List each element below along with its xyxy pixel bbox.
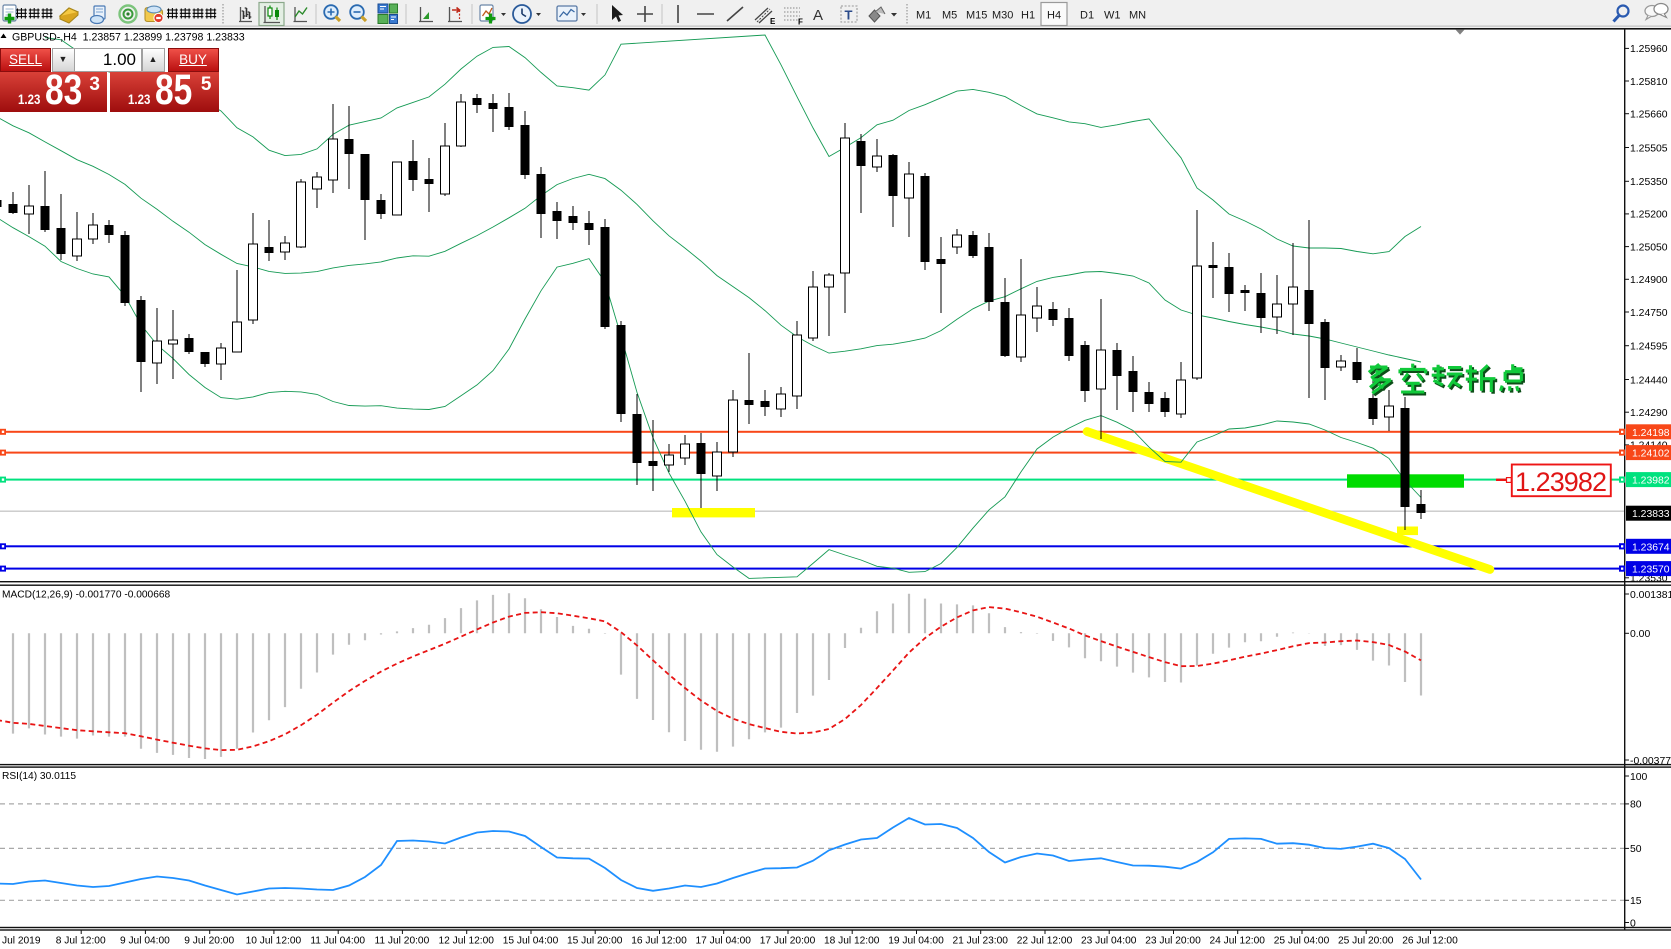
svg-text:100: 100 xyxy=(1630,772,1648,783)
svg-text:9 Jul 04:00: 9 Jul 04:00 xyxy=(120,936,170,947)
svg-text:1.23833: 1.23833 xyxy=(1632,509,1670,520)
svg-text:1.24102: 1.24102 xyxy=(1632,449,1670,460)
svg-text:1.25810: 1.25810 xyxy=(1630,77,1668,88)
svg-text:GBPUSD-,H4 1.23857 1.23899 1.: GBPUSD-,H4 1.23857 1.23899 1.23798 1.238… xyxy=(12,32,245,44)
svg-text:26 Jul 12:00: 26 Jul 12:00 xyxy=(1402,936,1458,947)
svg-text:1.23530: 1.23530 xyxy=(1630,574,1668,585)
svg-text:15 Jul 20:00: 15 Jul 20:00 xyxy=(567,936,623,947)
svg-text:12 Jul 12:00: 12 Jul 12:00 xyxy=(438,936,494,947)
svg-text:F: F xyxy=(798,18,803,27)
svg-text:1.24290: 1.24290 xyxy=(1630,408,1668,419)
svg-text:1.24595: 1.24595 xyxy=(1630,342,1668,353)
svg-text:8 Jul 12:00: 8 Jul 12:00 xyxy=(56,936,106,947)
svg-text:D1: D1 xyxy=(1080,10,1094,22)
svg-text:M5: M5 xyxy=(942,10,957,22)
svg-text:1.24900: 1.24900 xyxy=(1630,275,1668,286)
svg-text:A: A xyxy=(813,7,823,24)
svg-text:15 Jul 04:00: 15 Jul 04:00 xyxy=(503,936,559,947)
svg-text:1.25660: 1.25660 xyxy=(1630,110,1668,121)
svg-text:1.25050: 1.25050 xyxy=(1630,242,1668,253)
svg-text:-0.003771: -0.003771 xyxy=(1630,756,1671,767)
svg-text:W1: W1 xyxy=(1104,10,1121,22)
svg-text:9 Jul 20:00: 9 Jul 20:00 xyxy=(184,936,234,947)
svg-text:0: 0 xyxy=(1630,918,1636,929)
svg-text:21 Jul 23:00: 21 Jul 23:00 xyxy=(952,936,1008,947)
svg-text:23 Jul 20:00: 23 Jul 20:00 xyxy=(1145,936,1201,947)
svg-text:1.23570: 1.23570 xyxy=(1632,565,1670,576)
svg-text:M1: M1 xyxy=(916,10,931,22)
svg-text:MACD(12,26,9) -0.001770 -0.000: MACD(12,26,9) -0.001770 -0.000668 xyxy=(2,590,171,601)
svg-text:1.23982: 1.23982 xyxy=(1515,467,1607,497)
svg-text:17 Jul 04:00: 17 Jul 04:00 xyxy=(695,936,751,947)
svg-text:1.23674: 1.23674 xyxy=(1632,542,1670,553)
svg-text:24 Jul 12:00: 24 Jul 12:00 xyxy=(1209,936,1265,947)
svg-text:MN: MN xyxy=(1129,10,1146,22)
svg-text:0.001381: 0.001381 xyxy=(1630,590,1671,601)
svg-text:15: 15 xyxy=(1630,896,1642,907)
svg-text:18 Jul 12:00: 18 Jul 12:00 xyxy=(824,936,880,947)
svg-text:M30: M30 xyxy=(992,10,1013,22)
svg-text:22 Jul 12:00: 22 Jul 12:00 xyxy=(1017,936,1073,947)
svg-text:0.00: 0.00 xyxy=(1630,629,1650,640)
svg-text:H1: H1 xyxy=(1021,10,1035,22)
svg-text:1.25200: 1.25200 xyxy=(1630,210,1668,221)
svg-text:25 Jul 04:00: 25 Jul 04:00 xyxy=(1274,936,1330,947)
svg-text:17 Jul 20:00: 17 Jul 20:00 xyxy=(760,936,816,947)
svg-text:1.24198: 1.24198 xyxy=(1632,428,1670,439)
svg-text:1.24440: 1.24440 xyxy=(1630,375,1668,386)
svg-text:1.25505: 1.25505 xyxy=(1630,143,1668,154)
svg-text:T: T xyxy=(845,8,853,23)
svg-text:19 Jul 04:00: 19 Jul 04:00 xyxy=(888,936,944,947)
svg-text:1.25350: 1.25350 xyxy=(1630,177,1668,188)
svg-text:10 Jul 12:00: 10 Jul 12:00 xyxy=(246,936,302,947)
svg-text:16 Jul 12:00: 16 Jul 12:00 xyxy=(631,936,687,947)
svg-text:1.23982: 1.23982 xyxy=(1632,476,1670,487)
svg-text:11 Jul 04:00: 11 Jul 04:00 xyxy=(310,936,365,947)
svg-text:50: 50 xyxy=(1630,844,1642,855)
svg-text:RSI(14) 30.0115: RSI(14) 30.0115 xyxy=(2,771,76,782)
svg-text:M15: M15 xyxy=(966,10,987,22)
svg-text:23 Jul 04:00: 23 Jul 04:00 xyxy=(1081,936,1137,947)
svg-text:H4: H4 xyxy=(1047,10,1061,22)
svg-text:11 Jul 20:00: 11 Jul 20:00 xyxy=(375,936,430,947)
svg-text:1.24750: 1.24750 xyxy=(1630,308,1668,319)
svg-text:25 Jul 20:00: 25 Jul 20:00 xyxy=(1338,936,1394,947)
svg-text:80: 80 xyxy=(1630,800,1642,811)
svg-text:1.25960: 1.25960 xyxy=(1630,44,1668,55)
svg-text:Jul 2019: Jul 2019 xyxy=(2,936,41,947)
svg-text:E: E xyxy=(770,17,776,26)
